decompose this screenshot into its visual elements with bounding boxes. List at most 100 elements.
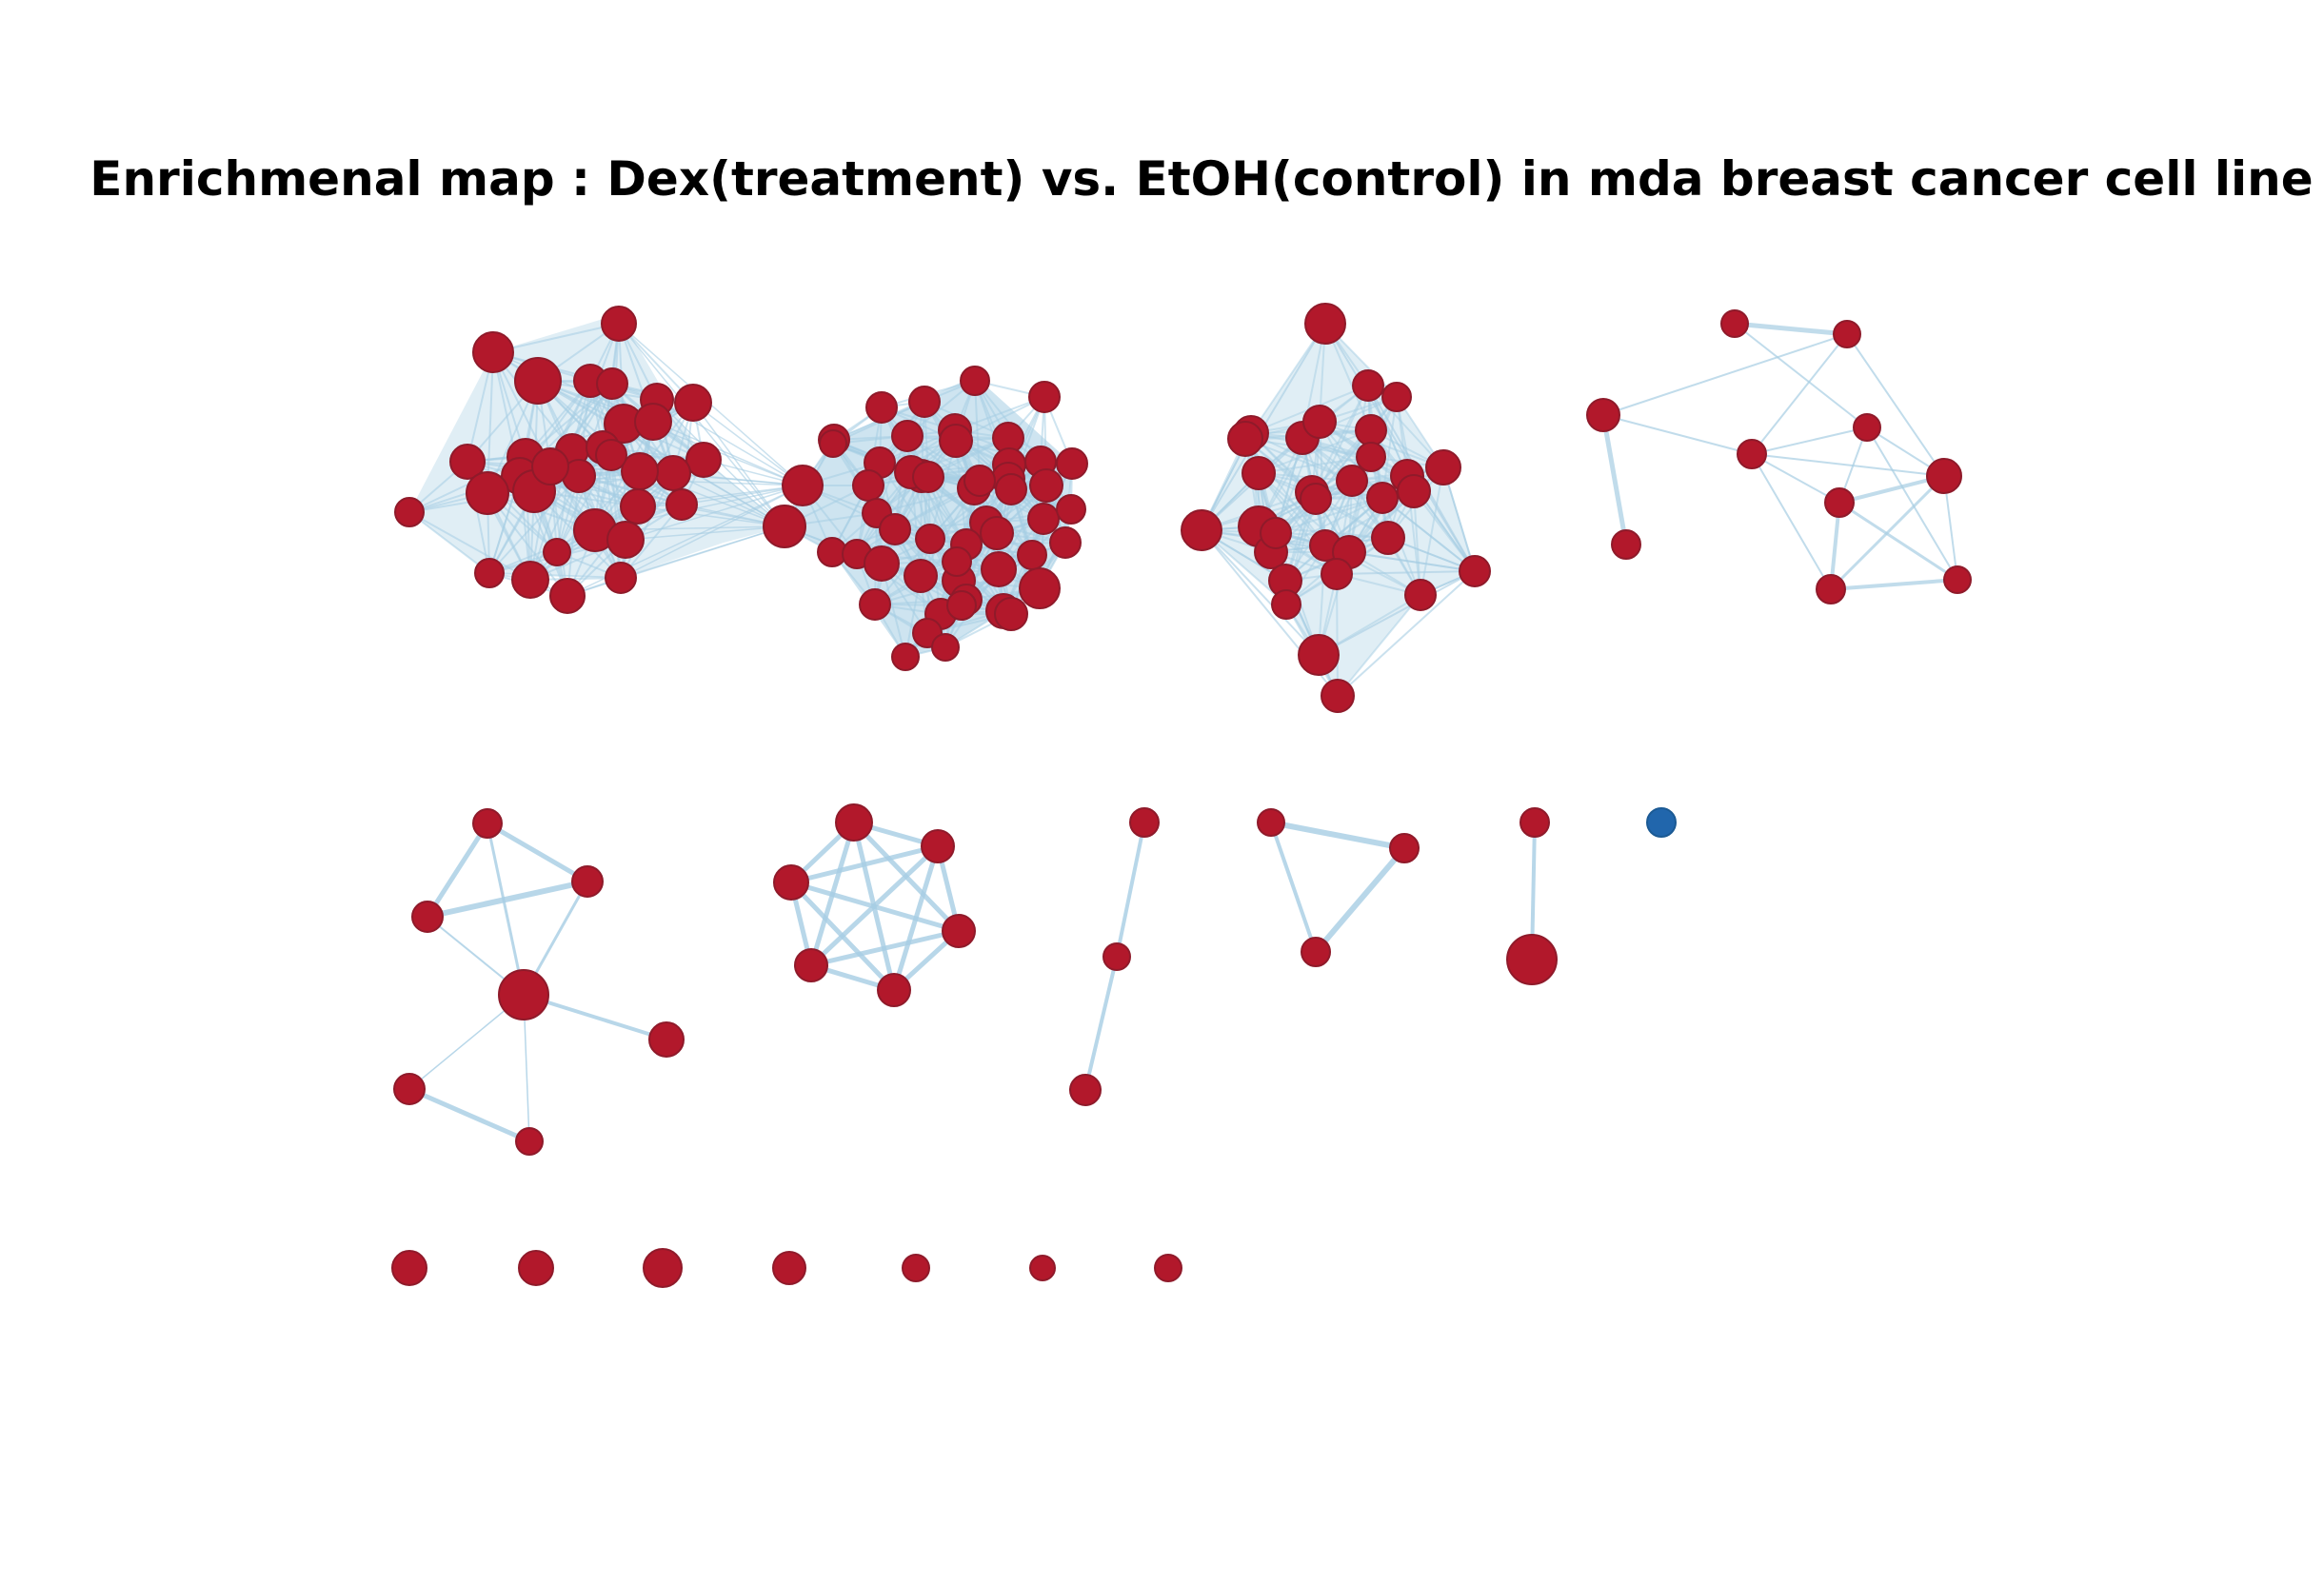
similarity-edge <box>556 454 612 553</box>
similarity-edge <box>1313 846 1407 954</box>
gene-set-node <box>531 447 569 485</box>
gene-set-node <box>1506 934 1558 985</box>
gene-set-node <box>915 524 945 554</box>
gene-set-node <box>908 386 941 418</box>
gene-set-node <box>498 969 549 1020</box>
gene-set-node <box>685 442 722 478</box>
gene-set-node <box>1302 405 1337 439</box>
gene-set-node <box>1154 1254 1182 1282</box>
similarity-edge <box>1115 822 1146 958</box>
similarity-edge <box>1258 456 1372 474</box>
similarity-edge <box>1336 573 1339 697</box>
similarity-edge <box>1201 529 1320 656</box>
gene-set-node <box>1336 465 1368 497</box>
gene-set-node <box>980 516 1014 550</box>
gene-set-node <box>921 829 955 863</box>
similarity-edge <box>492 323 620 353</box>
gene-set-node <box>1816 574 1846 604</box>
similarity-edge <box>637 485 804 507</box>
similarity-edge <box>625 525 785 541</box>
similarity-edge <box>974 380 1042 463</box>
similarity-edge <box>1348 551 1476 572</box>
gene-set-node <box>1321 679 1355 713</box>
gene-set-node <box>1404 579 1437 611</box>
gene-set-node <box>449 444 486 480</box>
gene-set-node <box>474 558 505 588</box>
similarity-edge <box>1284 480 1353 582</box>
gene-set-node <box>1257 808 1285 837</box>
similarity-edge <box>1337 570 1476 697</box>
gene-set-node <box>605 562 637 594</box>
gene-set-node <box>865 391 898 424</box>
similarity-edge <box>692 402 785 527</box>
gene-set-node <box>606 521 645 559</box>
gene-set-node <box>1298 634 1340 676</box>
similarity-edge <box>790 843 939 885</box>
gene-set-node <box>1520 807 1550 838</box>
gene-set-node <box>963 465 996 497</box>
gene-set-node <box>1371 521 1405 555</box>
gene-set-node <box>1028 381 1061 413</box>
similarity-edge <box>1250 323 1326 434</box>
gene-set-node <box>1366 482 1399 514</box>
similarity-edge <box>1734 321 1848 337</box>
gene-set-node <box>1029 1255 1056 1281</box>
similarity-edge <box>1258 429 1372 474</box>
map-title-text: Enrichmenal map : Dex(treatment) vs. EtO… <box>89 151 2314 207</box>
gene-set-node <box>1049 526 1082 559</box>
similarity-edge <box>1751 453 1945 477</box>
gene-set-node <box>864 545 900 582</box>
gene-set-node <box>1056 447 1088 480</box>
gene-set-node <box>411 901 444 933</box>
similarity-edge <box>427 879 588 920</box>
gene-set-node <box>939 424 973 458</box>
gene-set-node <box>1833 320 1861 348</box>
gene-set-node <box>773 864 809 901</box>
map-title: Enrichmenal map : Dex(treatment) vs. EtO… <box>0 155 2324 203</box>
gene-set-node <box>995 473 1027 505</box>
gene-set-node <box>904 559 938 593</box>
gene-set-node <box>1824 487 1855 518</box>
gene-set-node <box>665 488 698 521</box>
similarity-edge <box>1751 333 1848 455</box>
gene-set-node <box>1181 509 1222 551</box>
similarity-edge <box>1367 385 1444 468</box>
similarity-edge <box>1600 414 1629 545</box>
gene-set-node <box>1102 942 1131 971</box>
similarity-edge <box>408 511 490 574</box>
gene-set-node <box>391 1250 427 1286</box>
gene-set-node <box>772 1251 806 1285</box>
similarity-edge <box>1324 323 1476 572</box>
gene-set-node <box>472 331 514 373</box>
similarity-edge <box>486 822 526 996</box>
similarity-edge <box>620 485 804 579</box>
gene-set-node <box>1381 382 1412 412</box>
similarity-edge <box>488 475 580 574</box>
edge-layer <box>407 314 1958 1144</box>
gene-set-node <box>1029 468 1063 503</box>
gene-set-node <box>1425 449 1461 485</box>
gene-set-node <box>466 471 509 515</box>
gene-set-node <box>1720 309 1749 338</box>
gene-set-node <box>601 306 637 342</box>
gene-set-node <box>643 1248 683 1288</box>
gene-set-node <box>621 452 659 490</box>
similarity-edge <box>1420 466 1444 596</box>
gene-set-node <box>634 403 672 441</box>
gene-set-node <box>1355 414 1387 446</box>
similarity-edge <box>1838 501 1958 582</box>
gene-set-node <box>1389 833 1420 863</box>
gene-set-node <box>1017 540 1047 570</box>
similarity-edge <box>407 1086 531 1144</box>
gene-set-node <box>960 366 990 396</box>
gene-set-node <box>763 505 806 548</box>
gene-set-node <box>394 497 425 527</box>
gene-set-node <box>393 1073 426 1105</box>
similarity-edge <box>488 572 622 579</box>
similarity-edge <box>1751 453 1832 590</box>
gene-set-node <box>1352 369 1384 402</box>
similarity-edge <box>789 881 896 992</box>
gene-set-node <box>782 465 824 506</box>
similarity-edge <box>810 928 960 968</box>
